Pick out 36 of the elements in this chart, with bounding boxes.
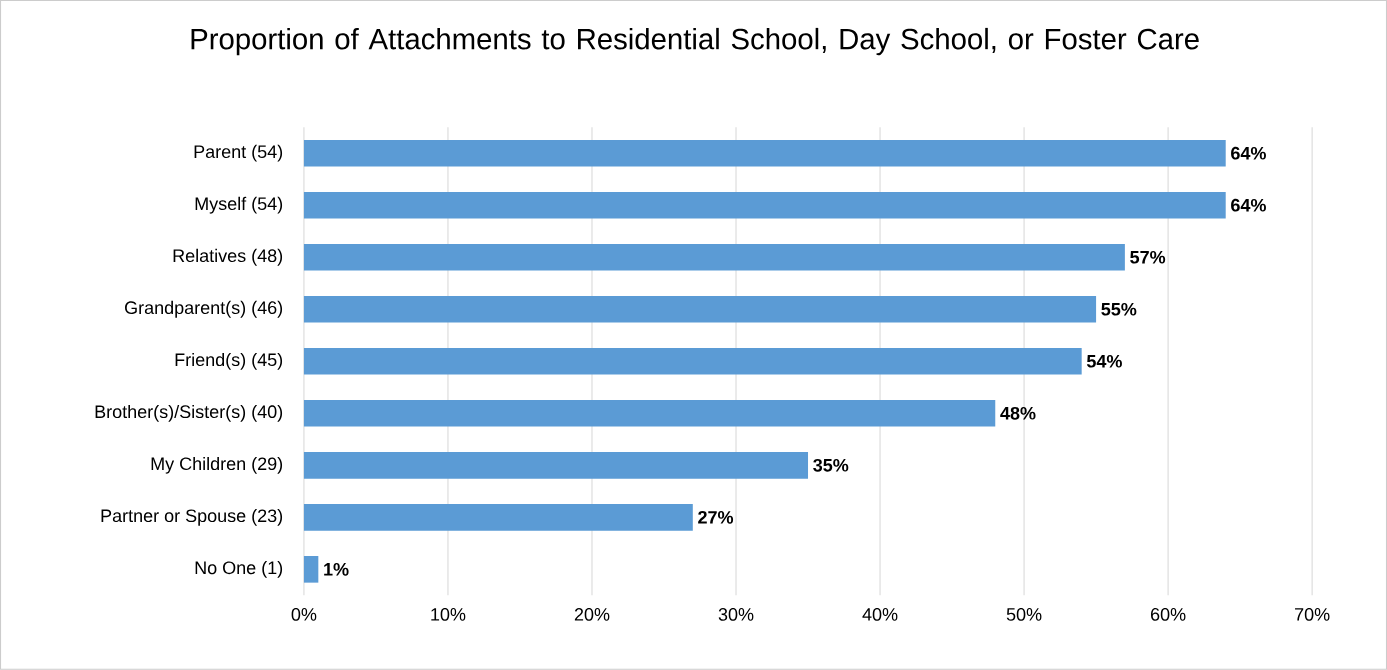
data-label: 54% xyxy=(1086,354,1122,368)
data-label: 27% xyxy=(698,511,734,524)
x-tick-label: 70% xyxy=(1295,608,1330,621)
x-tick-label: 30% xyxy=(718,608,754,621)
data-label: 57% xyxy=(1130,250,1166,264)
x-tick-label: 20% xyxy=(574,608,610,621)
bar xyxy=(303,504,693,531)
chart-title: Proportion of Attachments to Residential School, Day School, or Foster Care xyxy=(191,27,1199,56)
y-tick-label: Parent (54) xyxy=(194,144,283,162)
y-tick-label: Myself (54) xyxy=(195,196,283,214)
data-label: 1% xyxy=(324,563,349,576)
bar xyxy=(303,295,1097,323)
y-tick-label: No One (1) xyxy=(195,560,283,578)
data-label: 55% xyxy=(1101,302,1137,316)
data-label: 48% xyxy=(1000,406,1036,420)
x-tick-label: 50% xyxy=(1006,608,1042,621)
y-tick-label: Friend(s) (45) xyxy=(175,352,283,370)
bar xyxy=(303,191,1226,219)
x-tick-label: 0% xyxy=(291,608,317,621)
data-label: 64% xyxy=(1231,198,1266,212)
bar xyxy=(303,400,996,427)
y-tick-label: Grandparent(s) (46) xyxy=(125,300,283,318)
x-tick-label: 40% xyxy=(862,608,898,621)
bar xyxy=(303,243,1125,271)
bar xyxy=(303,452,809,479)
x-tick-label: 10% xyxy=(431,608,466,621)
y-tick-label: My Children (29) xyxy=(151,456,283,474)
y-tick-label: Relatives (48) xyxy=(173,248,283,266)
bar xyxy=(303,348,1082,375)
data-label: 35% xyxy=(813,458,849,472)
bar xyxy=(303,556,319,583)
y-tick-label: Partner or Spouse (23) xyxy=(101,508,283,526)
y-tick-label: Brother(s)/Sister(s) (40) xyxy=(95,404,283,422)
x-tick-label: 60% xyxy=(1151,608,1186,621)
data-label: 64% xyxy=(1231,146,1266,160)
bar xyxy=(303,139,1226,167)
